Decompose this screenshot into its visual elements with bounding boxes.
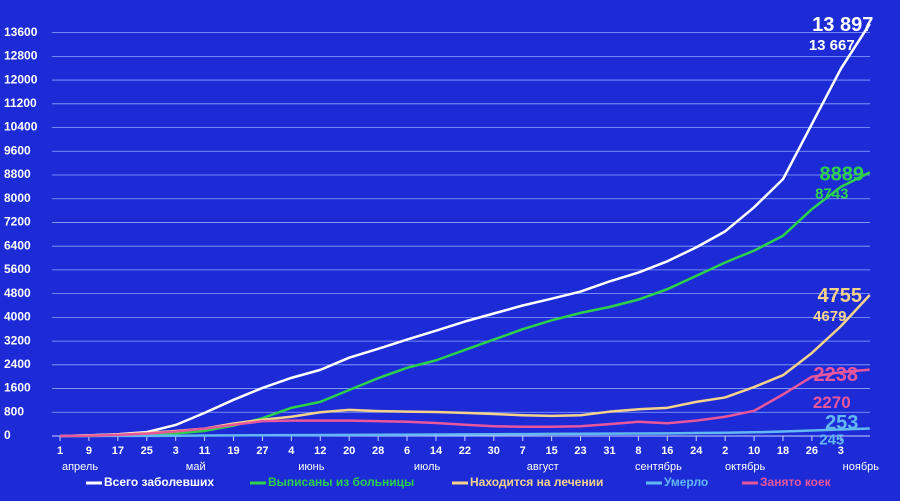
data-label: 13 667 <box>809 37 855 54</box>
data-label: 4679 <box>813 308 846 325</box>
data-label: 2238 <box>814 364 859 386</box>
x-tick-label: 20 <box>343 445 355 457</box>
series-line <box>59 368 870 438</box>
legend-label: Всего заболевших <box>104 475 214 489</box>
series-line <box>59 294 871 438</box>
y-tick-label: 8000 <box>4 191 31 205</box>
month-label: апрель <box>62 461 98 473</box>
legend-label: Выписаны из больницы <box>268 475 414 489</box>
x-tick-label: 15 <box>546 445 558 457</box>
y-tick-label: 4800 <box>4 286 31 300</box>
y-tick-label: 12800 <box>4 49 38 63</box>
x-tick-label: 26 <box>806 445 818 457</box>
x-tick-label: 23 <box>574 445 586 457</box>
y-tick-label: 3200 <box>4 333 31 347</box>
data-label: 8743 <box>815 185 848 202</box>
data-label: 245 <box>819 431 844 448</box>
x-tick-label: 4 <box>288 445 295 457</box>
x-tick-label: 18 <box>777 445 789 457</box>
legend-label: Находится на лечении <box>470 475 603 489</box>
x-tick-label: 6 <box>404 445 410 457</box>
x-tick-label: 17 <box>112 445 124 457</box>
month-label: ноябрь <box>843 461 880 473</box>
x-tick-label: 24 <box>690 445 703 457</box>
x-tick-label: 27 <box>256 445 268 457</box>
y-tick-label: 6400 <box>4 238 31 252</box>
x-tick-label: 30 <box>488 445 500 457</box>
month-label: июнь <box>298 461 324 473</box>
data-label: 2270 <box>813 393 851 412</box>
x-tick-label: 3 <box>838 445 844 457</box>
month-label: сентябрь <box>635 461 682 473</box>
x-tick-label: 31 <box>603 445 615 457</box>
y-tick-label: 12000 <box>4 72 38 86</box>
x-tick-label: 2 <box>722 445 728 457</box>
x-tick-label: 10 <box>748 445 760 457</box>
month-label: октябрь <box>725 461 765 473</box>
y-tick-label: 13600 <box>4 25 38 39</box>
y-tick-label: 0 <box>4 428 11 442</box>
x-tick-label: 12 <box>314 445 326 457</box>
y-tick-label: 4000 <box>4 310 31 324</box>
y-tick-label: 11200 <box>4 96 37 110</box>
data-label: 253 <box>825 412 858 434</box>
x-tick-label: 25 <box>141 445 153 457</box>
y-tick-label: 1600 <box>4 381 31 395</box>
x-tick-label: 1 <box>57 445 63 457</box>
legend-label: Занято коек <box>760 475 832 489</box>
legend-label: Умерло <box>664 475 708 489</box>
y-tick-label: 10400 <box>4 120 38 134</box>
x-tick-label: 22 <box>459 445 471 457</box>
x-tick-label: 7 <box>520 445 526 457</box>
data-label: 13 897 <box>812 14 873 36</box>
y-tick-label: 7200 <box>4 215 31 229</box>
y-tick-label: 800 <box>4 404 24 418</box>
series-line <box>59 23 871 438</box>
y-tick-label: 2400 <box>4 357 31 371</box>
x-tick-label: 9 <box>86 445 92 457</box>
x-tick-label: 28 <box>372 445 384 457</box>
x-tick-label: 3 <box>173 445 179 457</box>
series-line <box>59 171 871 438</box>
series-line <box>59 427 870 438</box>
data-label: 8889 <box>820 164 865 186</box>
y-tick-label: 8800 <box>4 167 31 181</box>
month-label: август <box>527 461 559 473</box>
y-tick-label: 5600 <box>4 262 31 276</box>
x-tick-label: 8 <box>635 445 641 457</box>
month-label: май <box>186 461 206 473</box>
month-label: июль <box>414 461 441 473</box>
y-tick-label: 9600 <box>4 143 31 157</box>
x-tick-label: 19 <box>227 445 239 457</box>
x-tick-label: 14 <box>430 445 443 457</box>
data-label: 4755 <box>818 285 863 307</box>
x-tick-label: 16 <box>661 445 673 457</box>
x-tick-label: 11 <box>199 445 211 457</box>
